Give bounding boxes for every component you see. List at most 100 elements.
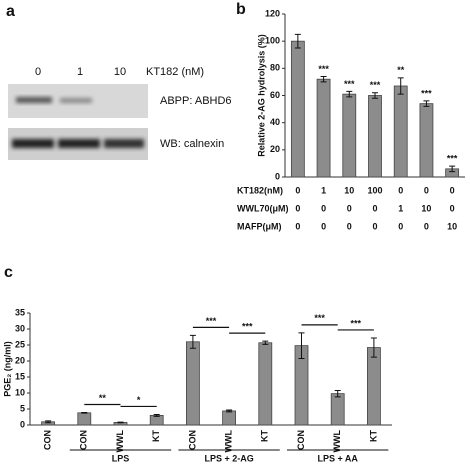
error-bar <box>294 33 301 49</box>
x-tick-label: KT <box>368 430 378 442</box>
panel-label: c <box>4 264 13 281</box>
error-bar <box>117 421 124 424</box>
condition-value: 0 <box>398 185 403 195</box>
condition-value: 0 <box>372 221 377 231</box>
bar <box>393 85 408 178</box>
condition-value: 0 <box>295 203 300 213</box>
error-bar <box>189 334 196 349</box>
error-bar <box>262 340 269 345</box>
bar <box>258 342 273 426</box>
condition-value: 0 <box>372 203 377 213</box>
comparison-label: *** <box>314 313 325 323</box>
error-bar <box>226 409 233 413</box>
condition-value: 0 <box>450 185 455 195</box>
y-axis-label: PGE₂ (ng/ml) <box>2 341 12 397</box>
condition-label: MAFP(μM) <box>237 221 282 231</box>
comparison-label: *** <box>351 318 362 328</box>
x-tick-label: CON <box>296 430 306 450</box>
error-bar <box>45 420 52 424</box>
error-bar <box>397 77 404 95</box>
y-axis-label: Relative 2-AG hydrolysis (%) <box>256 34 266 157</box>
bar <box>222 410 237 426</box>
x-tick-label: KT <box>151 430 161 442</box>
condition-value: 0 <box>424 185 429 195</box>
y-tick-label: 10 <box>15 387 25 397</box>
error-bar <box>370 337 377 358</box>
y-tick-label: 100 <box>265 36 280 46</box>
error-bar <box>423 100 430 107</box>
comparison-label: ** <box>99 393 107 403</box>
condition-value: 0 <box>295 185 300 195</box>
condition-value: 0 <box>347 203 352 213</box>
treatment-label: KT182 (nM) <box>146 66 204 78</box>
y-tick-label: 0 <box>275 171 280 181</box>
comparison-label: *** <box>242 322 253 332</box>
y-tick-label: 25 <box>15 339 25 349</box>
condition-value: 10 <box>344 185 354 195</box>
comparison-label: * <box>137 395 141 405</box>
lane-label: 1 <box>77 66 83 78</box>
error-bar <box>320 75 327 83</box>
significance: *** <box>421 88 432 98</box>
panel-label: b <box>236 1 246 18</box>
x-tick-label: WWL <box>223 430 233 453</box>
x-tick-label: WWL <box>332 430 342 453</box>
error-bar <box>346 90 353 98</box>
significance: *** <box>370 80 381 90</box>
x-tick-label: CON <box>79 430 89 450</box>
band-label: WB: calnexin <box>160 138 224 150</box>
significance: *** <box>447 154 458 164</box>
bar <box>290 40 305 178</box>
y-tick-label: 80 <box>270 63 280 73</box>
bar <box>342 93 357 178</box>
y-tick-label: 40 <box>270 117 280 127</box>
condition-value: 0 <box>295 221 300 231</box>
condition-value: 1 <box>398 203 403 213</box>
condition-value: 0 <box>321 221 326 231</box>
error-bar <box>81 412 88 414</box>
bar <box>77 412 92 426</box>
bar <box>330 393 345 426</box>
condition-value: 0 <box>450 203 455 213</box>
panel-label: a <box>6 3 15 20</box>
comparison-label: *** <box>206 316 217 326</box>
condition-value: 0 <box>424 221 429 231</box>
significance: *** <box>318 64 329 74</box>
bar <box>366 347 381 426</box>
significance: *** <box>344 79 355 89</box>
condition-value: 1 <box>321 185 326 195</box>
lane-label: 10 <box>114 66 126 78</box>
bar <box>419 103 434 178</box>
group-label: LPS + 2-AG <box>204 453 253 463</box>
error-bar <box>372 92 378 99</box>
y-tick-label: 5 <box>20 403 25 413</box>
condition-value: 10 <box>447 221 457 231</box>
y-tick-label: 60 <box>270 90 280 100</box>
x-tick-label: WWL <box>115 430 125 453</box>
error-bar <box>298 332 305 359</box>
y-tick-label: 20 <box>270 144 280 154</box>
lane-label: 0 <box>35 66 41 78</box>
condition-value: 0 <box>321 203 326 213</box>
y-tick-label: 0 <box>20 419 25 429</box>
condition-label: WWL70(μM) <box>237 203 289 213</box>
condition-value: 0 <box>347 221 352 231</box>
bands <box>12 139 144 148</box>
band-label: ABPP: ABHD6 <box>160 95 232 107</box>
y-tick-label: 20 <box>15 355 25 365</box>
x-tick-label: CON <box>187 430 197 450</box>
y-tick-label: 15 <box>15 371 25 381</box>
error-bar <box>334 389 341 398</box>
bar <box>185 341 200 426</box>
y-tick-label: 120 <box>265 8 280 18</box>
bar <box>316 78 331 178</box>
condition-value: 10 <box>421 203 431 213</box>
condition-value: 100 <box>367 185 382 195</box>
group-label: LPS + AA <box>317 453 358 463</box>
error-bar <box>449 165 456 173</box>
y-tick-label: 35 <box>15 307 25 317</box>
condition-label: KT182(nM) <box>237 185 283 195</box>
bands <box>16 97 92 103</box>
x-tick-label: KT <box>260 430 270 442</box>
